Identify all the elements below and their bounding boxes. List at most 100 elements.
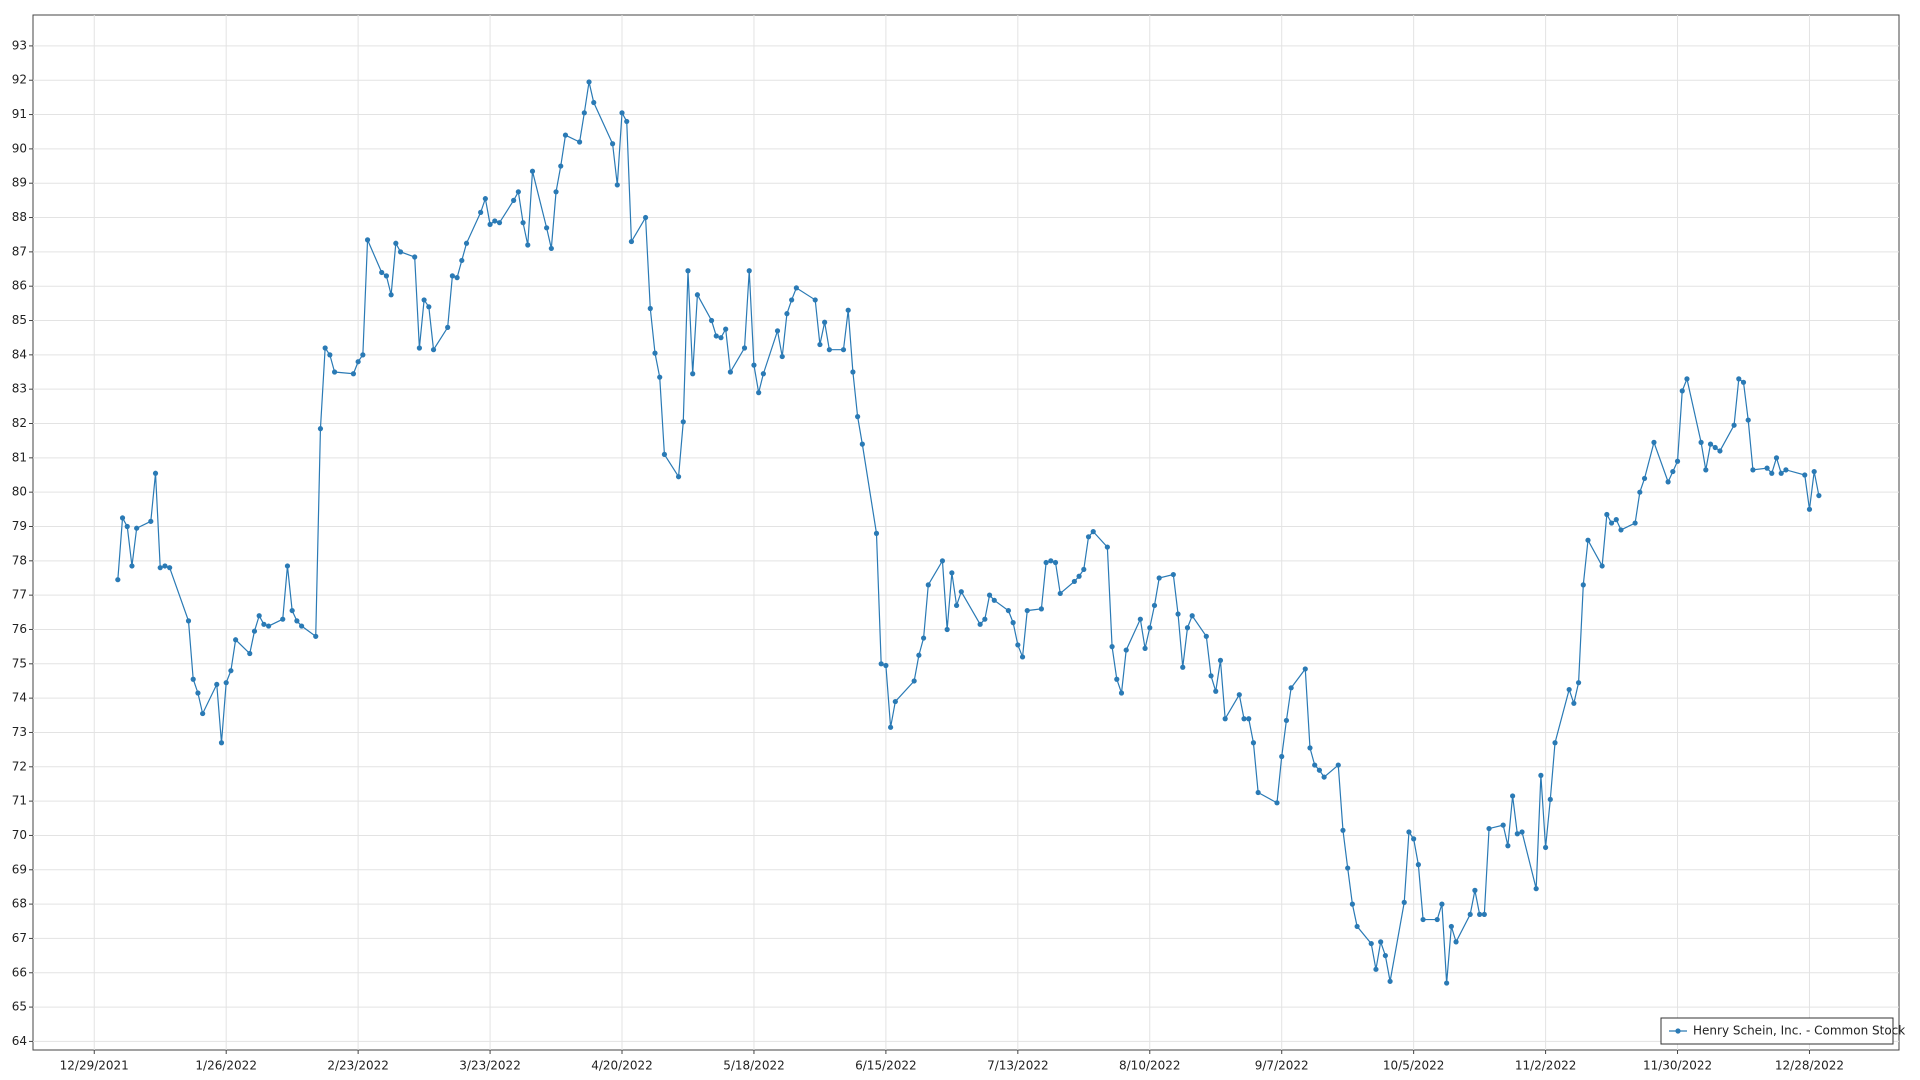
data-point <box>746 268 752 274</box>
y-tick-label: 85 <box>12 313 27 327</box>
data-point <box>1307 745 1313 751</box>
y-tick-label: 82 <box>12 416 27 430</box>
data-point <box>1604 511 1610 518</box>
y-tick-label: 74 <box>12 691 27 705</box>
data-point <box>393 240 399 246</box>
data-point <box>1542 844 1549 851</box>
data-point <box>1571 700 1577 706</box>
data-point <box>1250 740 1257 746</box>
data-point <box>1712 444 1718 451</box>
data-point <box>412 254 418 260</box>
data-point <box>850 369 856 375</box>
data-point <box>430 347 437 353</box>
data-point <box>1802 472 1808 478</box>
data-point <box>916 652 922 658</box>
data-point <box>317 426 324 432</box>
data-point <box>1703 467 1709 473</box>
data-point <box>383 273 390 279</box>
data-point <box>294 618 300 624</box>
data-point <box>1707 441 1714 447</box>
data-point <box>652 350 658 356</box>
data-point <box>298 623 305 629</box>
data-point <box>888 724 894 730</box>
x-tick-label: 12/28/2022 <box>1775 1059 1844 1073</box>
data-point <box>548 245 554 252</box>
data-point <box>1373 966 1379 972</box>
data-point <box>360 352 366 358</box>
data-point <box>1552 740 1558 746</box>
data-point <box>289 607 295 614</box>
data-point <box>977 621 983 627</box>
data-point <box>911 678 917 684</box>
data-point <box>713 333 719 339</box>
data-point <box>741 345 748 351</box>
data-point <box>459 257 465 264</box>
data-point <box>515 189 521 195</box>
data-point <box>1387 978 1393 984</box>
data-point <box>449 273 455 279</box>
data-point <box>826 347 832 353</box>
data-point <box>822 319 828 325</box>
data-point <box>1076 573 1082 579</box>
data-point <box>718 335 724 341</box>
data-point <box>266 623 272 629</box>
y-tick-label: 72 <box>12 759 27 773</box>
data-point <box>1236 692 1242 698</box>
data-point <box>840 347 847 353</box>
data-point <box>1302 666 1308 672</box>
data-point <box>680 419 686 425</box>
data-point <box>1585 537 1591 543</box>
y-tick-label: 68 <box>12 897 27 911</box>
x-tick-label: 1/26/2022 <box>195 1059 257 1073</box>
data-point <box>1608 520 1615 526</box>
data-point <box>1024 607 1030 614</box>
y-tick-label: 89 <box>12 176 27 190</box>
data-point <box>1019 654 1026 660</box>
y-tick-label: 80 <box>12 485 27 499</box>
data-point <box>558 163 564 169</box>
y-tick-label: 71 <box>12 794 27 808</box>
data-point <box>1255 789 1261 796</box>
data-point <box>218 740 225 746</box>
y-tick-label: 81 <box>12 450 27 464</box>
legend-label: Henry Schein, Inc. - Common Stock <box>1693 1024 1905 1038</box>
grid <box>33 15 1899 1050</box>
data-point <box>1038 606 1044 612</box>
data-point <box>1811 468 1817 475</box>
data-point <box>1533 886 1539 892</box>
data-point <box>1816 492 1822 499</box>
data-point <box>1118 690 1125 696</box>
data-point <box>496 220 503 226</box>
data-point <box>364 237 371 243</box>
y-tick-label: 93 <box>12 38 27 52</box>
data-point <box>313 633 319 639</box>
data-point <box>760 371 766 377</box>
data-point <box>251 628 258 634</box>
data-point <box>694 292 701 298</box>
data-point <box>1321 774 1327 780</box>
y-tick-label: 73 <box>12 725 27 739</box>
x-tick-label: 4/20/2022 <box>591 1059 653 1073</box>
data-point <box>708 317 715 324</box>
data-point <box>355 359 361 365</box>
data-point <box>157 565 163 571</box>
y-tick-label: 70 <box>12 828 27 842</box>
data-point <box>1288 685 1294 691</box>
data-point <box>1114 676 1120 682</box>
data-point <box>1406 829 1412 835</box>
x-tick-label: 11/30/2022 <box>1643 1059 1712 1073</box>
data-point <box>1740 379 1747 385</box>
data-point <box>478 209 484 215</box>
data-point <box>1618 527 1624 533</box>
y-tick-label: 87 <box>12 244 27 258</box>
data-point <box>152 470 159 476</box>
data-point <box>1764 465 1770 471</box>
data-point <box>812 297 818 303</box>
data-point <box>1486 825 1492 832</box>
data-point <box>247 650 253 657</box>
data-point <box>756 390 762 396</box>
data-point <box>577 139 583 145</box>
data-point <box>529 168 536 174</box>
data-point <box>134 525 140 531</box>
